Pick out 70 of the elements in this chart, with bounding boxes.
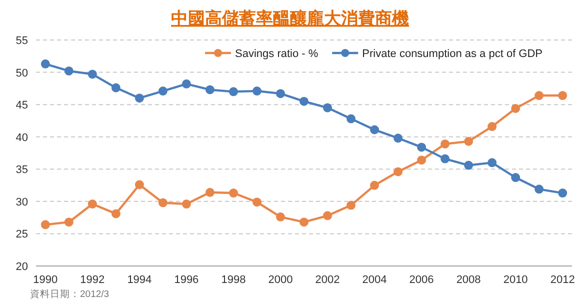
point [534, 184, 544, 194]
point [228, 188, 238, 198]
point [276, 89, 285, 98]
x-tick-label: 1992 [80, 274, 105, 286]
point [488, 122, 497, 132]
point [370, 180, 380, 190]
point [534, 91, 544, 100]
point [158, 86, 168, 96]
legend-label: Private consumption as a pct of GDP [362, 48, 543, 60]
point [440, 139, 450, 148]
x-tick-label: 2008 [456, 274, 481, 286]
point [111, 83, 120, 92]
point [488, 158, 497, 168]
text: 資料日期：2012/3 [30, 288, 110, 300]
point [394, 167, 403, 176]
point [276, 212, 285, 222]
point [346, 200, 356, 210]
point [346, 114, 356, 124]
point [464, 160, 474, 170]
y-tick-label: 45 [16, 100, 28, 112]
point [394, 134, 403, 143]
x-tick-label: 1996 [174, 274, 199, 286]
y-tick-label: 35 [16, 164, 28, 176]
point [64, 218, 74, 227]
point [205, 188, 214, 197]
chart-title: 中國高儲蓄率醞釀龐大消費商機 [171, 9, 409, 28]
point [134, 180, 144, 190]
point [40, 220, 50, 230]
point [88, 70, 97, 79]
y-tick-label: 55 [16, 35, 28, 47]
point [558, 91, 568, 100]
point [370, 125, 380, 134]
x-tick-label: 1990 [33, 274, 58, 286]
point [88, 200, 97, 209]
point [417, 142, 426, 152]
point [252, 198, 262, 207]
point [252, 86, 262, 96]
point [64, 66, 74, 76]
point [182, 79, 191, 88]
point [440, 154, 450, 164]
x-tick-label: 2006 [409, 274, 434, 286]
y-tick-label: 20 [16, 261, 28, 273]
y-tick-label: 40 [16, 132, 28, 144]
y-tick-label: 50 [16, 67, 28, 80]
x-tick-label: 1998 [221, 274, 246, 286]
point [134, 94, 144, 103]
legend-label: Savings ratio - % [235, 48, 318, 60]
point [228, 87, 238, 96]
point [111, 209, 120, 218]
point [40, 59, 50, 68]
point [558, 188, 568, 198]
x-tick-label: 2000 [268, 274, 293, 286]
point [158, 198, 168, 208]
x-tick-label: 2004 [362, 274, 387, 286]
y-tick-label: 30 [16, 196, 28, 208]
point [511, 173, 520, 182]
point [417, 156, 426, 165]
point [300, 96, 308, 106]
point [511, 104, 520, 113]
point [323, 103, 332, 112]
point [300, 218, 308, 227]
point [464, 136, 474, 146]
x-tick-label: 2002 [315, 274, 340, 286]
x-tick-label: 2012 [550, 274, 575, 286]
point [182, 200, 191, 209]
point [323, 211, 332, 220]
x-tick-label: 1994 [127, 274, 152, 286]
point [205, 85, 214, 94]
y-tick-label: 25 [16, 228, 28, 241]
x-tick-label: 2010 [503, 274, 528, 286]
